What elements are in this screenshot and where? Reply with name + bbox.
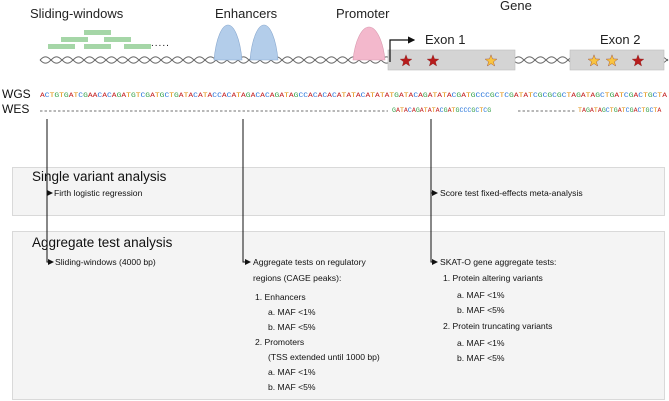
enhancer-peak xyxy=(249,24,279,61)
enhancers-label: Enhancers xyxy=(215,6,278,21)
score-test-label: Score test fixed-effects meta-analysis xyxy=(440,188,583,198)
variant-star-icon xyxy=(631,54,645,67)
protein-truncating-maf-1: a. MAF <1% xyxy=(457,338,505,348)
skat-head: SKAT-O gene aggregate tests: xyxy=(440,257,557,267)
variant-star-icon xyxy=(399,54,413,67)
promoters-note: (TSS extended until 1000 bp) xyxy=(268,352,380,362)
promoters-head: 2. Promoters xyxy=(255,337,305,347)
aggregate-test-box xyxy=(12,231,665,400)
sliding-windows-test: Sliding-windows (4000 bp) xyxy=(55,257,156,267)
arrow-regulatory xyxy=(242,119,251,265)
window-bar xyxy=(48,44,75,49)
sliding-windows-dots: ..... xyxy=(151,38,170,49)
exon-1-box xyxy=(387,49,516,71)
promoter-label: Promoter xyxy=(336,6,390,21)
window-bar xyxy=(124,44,151,49)
tss-arrow xyxy=(389,36,416,62)
enhancers-maf-1: a. MAF <1% xyxy=(268,307,316,317)
exon-2-box xyxy=(569,49,665,71)
window-bar xyxy=(61,37,88,42)
enhancer-peak xyxy=(213,24,243,61)
wes-sequence-exon-2: TAGATAGCTGATCGACTGCTA xyxy=(578,107,662,114)
aggregate-title: Aggregate test analysis xyxy=(32,235,173,250)
wgs-sequence: ACTGTGATCGAACACAGATGTCGATGCTGATACATACCAC… xyxy=(40,92,668,99)
sliding-windows-label: Sliding-windows xyxy=(30,6,124,21)
gene-label: Gene xyxy=(500,0,532,13)
regulatory-line-2: regions (CAGE peaks): xyxy=(253,273,342,283)
variant-star-icon xyxy=(484,54,498,67)
variant-star-icon xyxy=(605,54,619,67)
enhancers-maf-5: b. MAF <5% xyxy=(268,322,316,332)
wgs-label: WGS xyxy=(2,87,31,101)
single-variant-title: Single variant analysis xyxy=(32,169,167,184)
protein-altering-maf-1: a. MAF <1% xyxy=(457,290,505,300)
wes-label: WES xyxy=(2,102,30,116)
window-bar xyxy=(104,37,131,42)
promoters-maf-1: a. MAF <1% xyxy=(268,367,316,377)
regulatory-line-1: Aggregate tests on regulatory xyxy=(253,257,366,267)
connector-arrows xyxy=(46,119,438,265)
arrow-score xyxy=(430,119,438,196)
protein-truncating-head: 2. Protein truncating variants xyxy=(443,321,553,331)
protein-altering-head: 1. Protein altering variants xyxy=(443,273,543,283)
protein-truncating-maf-5: b. MAF <5% xyxy=(457,353,505,363)
exon-2-label: Exon 2 xyxy=(600,32,641,47)
arrow-sliding xyxy=(46,193,54,265)
window-bar xyxy=(84,44,111,49)
enhancers-head: 1. Enhancers xyxy=(255,292,306,302)
promoter-peak xyxy=(352,26,386,61)
firth-label: Firth logistic regression xyxy=(54,188,143,198)
sliding-window-bars xyxy=(48,30,151,49)
wes-sequence-exon-1: GATACAGATATACGATGCCCGCTCG xyxy=(392,107,492,114)
single-variant-box xyxy=(12,167,665,216)
arrow-skat xyxy=(430,193,438,265)
promoters-maf-5: b. MAF <5% xyxy=(268,382,316,392)
protein-altering-maf-5: b. MAF <5% xyxy=(457,305,505,315)
window-bar xyxy=(84,30,111,35)
exon-1-label: Exon 1 xyxy=(425,32,466,47)
variant-star-icon xyxy=(587,54,601,67)
variant-star-icon xyxy=(426,54,440,67)
